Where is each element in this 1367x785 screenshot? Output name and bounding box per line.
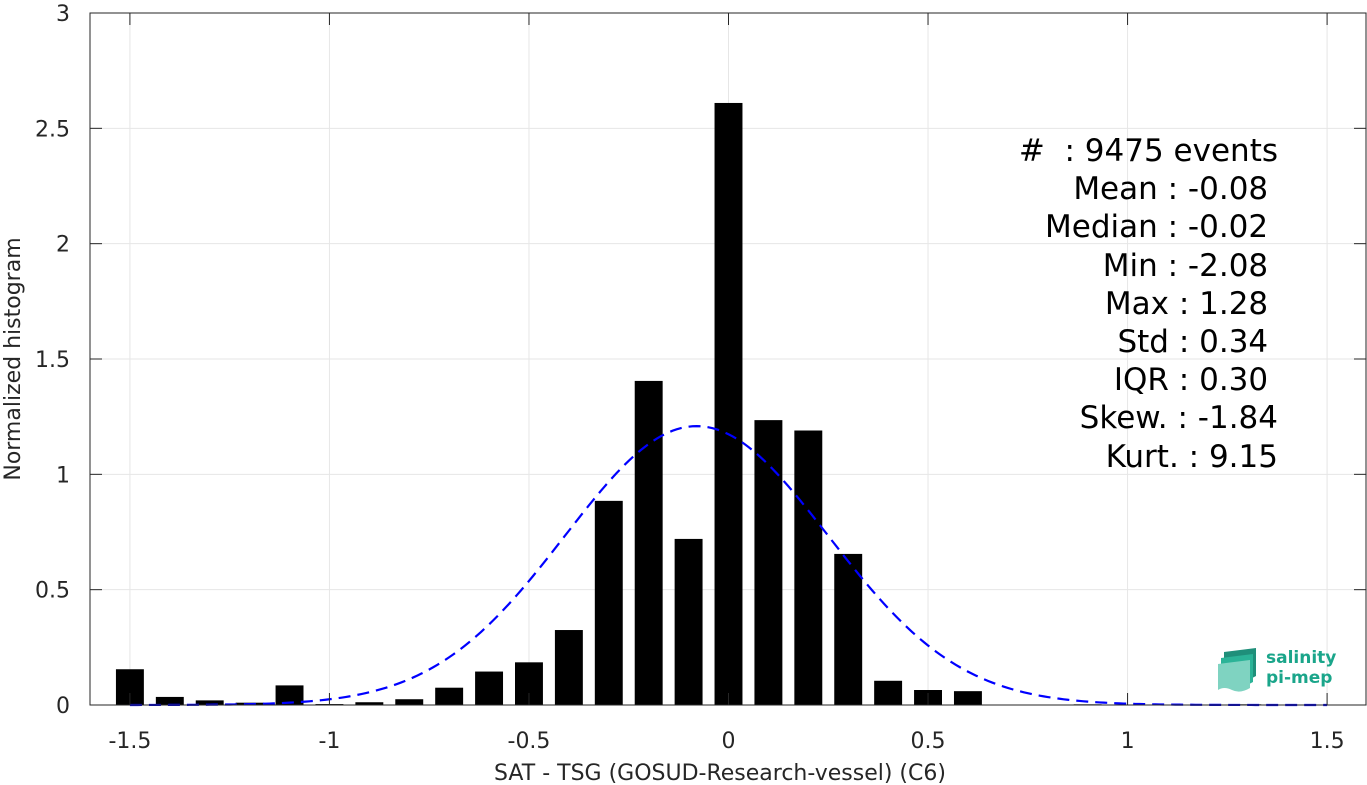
stat-mean: Mean : -0.08 [1073, 171, 1278, 208]
x-tick-label: 1 [1121, 729, 1135, 754]
y-tick-label: 1.5 [35, 348, 70, 373]
statistics-box: # : 9475 events Mean : -0.08 Median : -0… [1019, 132, 1278, 476]
histogram-bars [115, 102, 1262, 705]
histogram-bar [155, 696, 184, 705]
y-tick-label: 0 [56, 694, 70, 719]
y-tick-label: 1 [56, 463, 70, 488]
histogram-bar [754, 420, 783, 705]
histogram-bar [953, 691, 982, 705]
logo-waves-icon [1218, 648, 1256, 692]
logo-text-pi-mep: pi-mep [1266, 668, 1333, 688]
x-tick-label: 1.5 [1310, 729, 1345, 754]
histogram-bar [475, 671, 504, 705]
y-tick-label: 0.5 [35, 579, 70, 604]
histogram-bar [395, 699, 424, 705]
x-tick-label: 0 [722, 729, 736, 754]
stat-max: Max : 1.28 [1104, 285, 1278, 322]
y-tick-label: 2.5 [35, 117, 70, 142]
y-tick-label: 2 [56, 233, 70, 258]
x-tick-label: -1.5 [108, 729, 151, 754]
stat-min: Min : -2.08 [1102, 247, 1278, 284]
histogram-bar [874, 680, 903, 705]
histogram-bar [355, 702, 384, 705]
stat-iqr: IQR : 0.30 [1113, 362, 1278, 399]
y-tick-labels: 0 0.5 1 1.5 2 2.5 3 [35, 2, 70, 719]
histogram-bar [674, 538, 703, 705]
logo-text-salinity: salinity [1266, 648, 1337, 668]
histogram-bar [834, 553, 863, 705]
histogram-bar [594, 500, 623, 705]
x-tick-label: 0.5 [911, 729, 946, 754]
x-axis-label: SAT - TSG (GOSUD-Research-vessel) (C6) [494, 761, 946, 785]
y-axis-label: Normalized histogram [1, 237, 26, 480]
histogram-bar [714, 102, 743, 705]
salinity-pi-mep-logo: salinity pi-mep [1216, 646, 1346, 694]
stat-kurt: Kurt. : 9.15 [1105, 438, 1278, 475]
x-tick-labels: -1.5 -1 -0.5 0 0.5 1 1.5 [108, 729, 1344, 754]
y-tick-label: 3 [56, 2, 70, 27]
histogram-bar [435, 687, 464, 705]
x-tick-label: -0.5 [508, 729, 551, 754]
stat-events: # : 9475 events [1018, 133, 1278, 169]
axis-ticks [90, 12, 1366, 706]
x-tick-label: -1 [318, 729, 340, 754]
histogram-bar [554, 630, 583, 705]
histogram-bar [794, 430, 823, 705]
stat-skew: Skew. : -1.84 [1079, 400, 1278, 437]
histogram-bar [195, 700, 224, 705]
stat-median: Median : -0.02 [1045, 209, 1278, 246]
histogram-bar [275, 685, 304, 705]
histogram-bar [634, 380, 663, 705]
stat-std: Std : 0.34 [1117, 324, 1278, 361]
